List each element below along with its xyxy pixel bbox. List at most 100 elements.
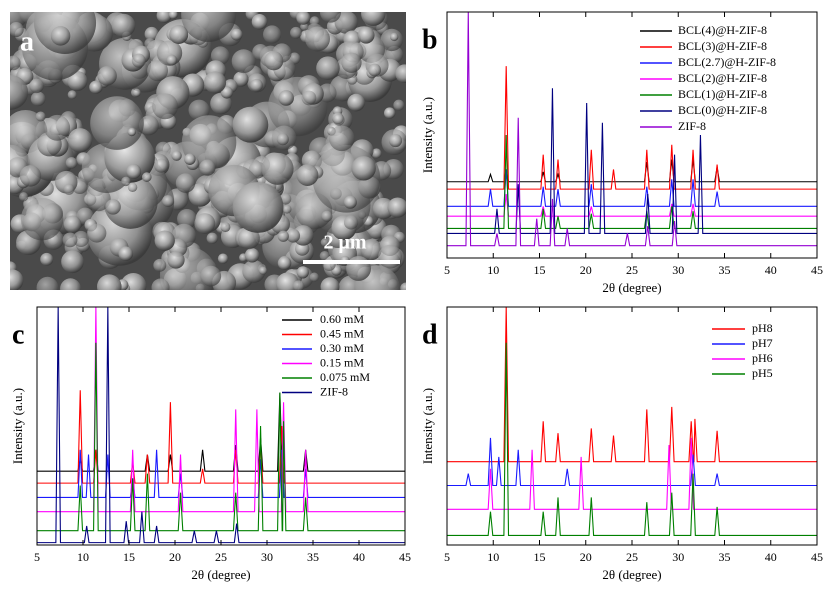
x-tick-label: 5: [444, 263, 450, 277]
sem-grain: [292, 280, 305, 290]
sem-grain: [19, 192, 29, 202]
sem-grain: [334, 12, 358, 34]
sem-grain: [181, 12, 237, 42]
sem-grain: [90, 96, 144, 150]
sem-grain: [40, 252, 54, 266]
y-axis-title: Intensity (a.u.): [420, 97, 435, 173]
sem-grain: [30, 91, 46, 107]
xrd-line: [37, 390, 405, 484]
sem-grain: [50, 26, 71, 46]
sem-grain: [153, 258, 167, 272]
sem-grain: [277, 256, 292, 270]
sem-image: [10, 12, 406, 290]
sem-grain: [263, 25, 282, 44]
sem-grain: [242, 259, 266, 283]
sem-grain: [127, 127, 136, 137]
sem-grain: [188, 99, 210, 121]
sem-grain: [89, 80, 103, 94]
x-axis-title: 2θ (degree): [191, 567, 250, 582]
x-tick-label: 5: [34, 550, 40, 564]
sem-grain: [204, 71, 227, 94]
panel-label: c: [12, 319, 24, 350]
sem-grain: [162, 195, 174, 208]
x-tick-label: 45: [811, 263, 823, 277]
sem-grain: [387, 197, 406, 218]
sem-grain: [258, 266, 268, 275]
x-tick-label: 15: [123, 550, 135, 564]
x-axis-title: 2θ (degree): [602, 280, 661, 295]
panel-label: b: [422, 24, 438, 55]
sem-grain: [126, 164, 142, 180]
sem-grain: [147, 60, 169, 82]
legend-label: BCL(1)@H-ZIF-8: [678, 87, 767, 101]
sem-grain: [127, 182, 138, 193]
sem-grain: [321, 210, 333, 222]
x-tick-label: 35: [719, 550, 731, 564]
sem-grain: [231, 49, 256, 74]
xrd-line: [37, 449, 405, 498]
sem-grain: [73, 230, 90, 247]
sem-grain: [220, 86, 233, 99]
xrd-line: [37, 307, 405, 513]
x-tick-label: 35: [719, 263, 731, 277]
sem-grain: [296, 12, 311, 25]
x-tick-label: 40: [353, 550, 365, 564]
sem-grain: [343, 195, 357, 209]
y-axis-title: Intensity (a.u.): [420, 388, 435, 464]
sem-grain: [144, 26, 159, 42]
sem-grain: [290, 26, 302, 39]
sem-grain: [346, 256, 371, 281]
legend-label: ZIF-8: [320, 384, 348, 398]
x-tick-label: 25: [626, 550, 638, 564]
x-tick-label: 20: [580, 550, 592, 564]
sem-grain: [357, 26, 375, 44]
xrd-line: [447, 169, 817, 207]
sem-grain: [154, 158, 169, 173]
xrd-line: [447, 437, 817, 487]
sem-grain: [111, 13, 136, 38]
scale-bar-label: 2 μm: [324, 232, 367, 254]
x-tick-label: 15: [534, 263, 546, 277]
sem-grain: [121, 176, 131, 187]
xrd-line: [37, 342, 405, 532]
sem-grain: [105, 199, 121, 215]
sem-grain: [244, 248, 260, 263]
sem-grain: [347, 93, 365, 112]
sem-grain: [62, 232, 78, 248]
sem-grain: [286, 228, 301, 243]
sem-grain: [65, 157, 78, 169]
sem-grain: [67, 128, 93, 153]
panel-label: a: [20, 26, 34, 57]
sem-grain: [264, 51, 284, 71]
legend-label: pH7: [752, 336, 773, 350]
sem-grain: [278, 90, 294, 106]
sem-grain: [277, 230, 289, 242]
sem-grain: [361, 12, 386, 26]
x-tick-label: 25: [215, 550, 227, 564]
xrd-line: [447, 437, 817, 510]
x-tick-label: 10: [487, 263, 499, 277]
sem-grain: [309, 272, 319, 282]
sem-grain: [171, 150, 182, 161]
xrd-line: [447, 307, 817, 463]
sem-grain: [177, 209, 197, 229]
sem-grain: [154, 230, 175, 251]
legend-label: 0.45 mM: [320, 326, 364, 340]
sem-grain: [67, 90, 77, 100]
sem-grain: [220, 222, 231, 233]
sem-grain: [279, 193, 292, 205]
sem-grain: [10, 21, 24, 38]
legend-label: BCL(4)@H-ZIF-8: [678, 23, 767, 37]
legend-label: 0.30 mM: [320, 341, 364, 355]
sem-grain: [217, 253, 229, 264]
legend-label: BCL(2.7)@H-ZIF-8: [678, 55, 776, 69]
legend-label: 0.60 mM: [320, 312, 364, 326]
sem-grain: [87, 223, 107, 243]
sem-grain: [10, 75, 29, 110]
sem-grain: [332, 113, 345, 126]
sem-grain: [175, 173, 196, 193]
sem-grain: [63, 183, 75, 195]
sem-grain: [167, 251, 185, 269]
sem-grain: [61, 250, 84, 274]
